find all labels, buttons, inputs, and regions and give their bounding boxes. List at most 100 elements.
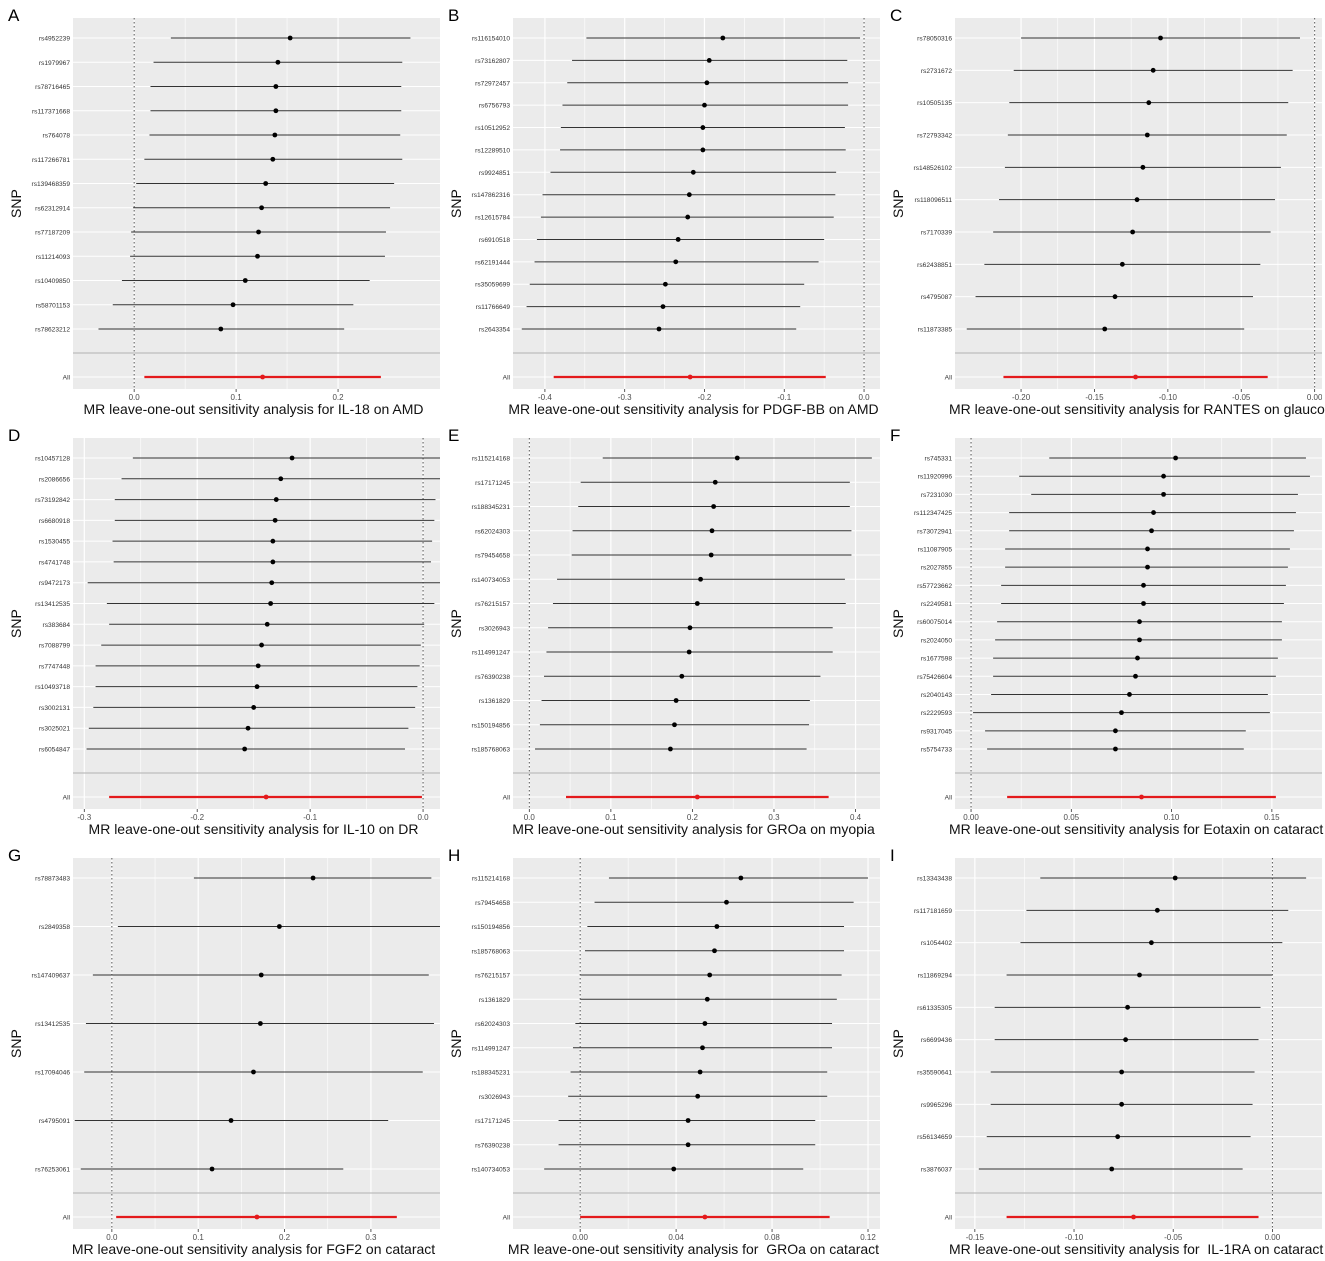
estimate-point <box>259 205 264 211</box>
snp-label: rs11214093 <box>36 254 71 261</box>
overall-label: All <box>503 375 511 382</box>
estimate-point <box>1127 692 1132 697</box>
estimate-point <box>1123 1037 1129 1043</box>
overall-estimate-point <box>1133 374 1138 380</box>
plot-background <box>955 858 1322 1229</box>
x-axis-label: MR leave-one-out sensitivity analysis fo… <box>508 401 879 417</box>
estimate-point <box>738 875 744 881</box>
snp-label: rs2229593 <box>921 710 952 717</box>
estimate-point <box>270 538 276 544</box>
estimate-point <box>263 181 269 186</box>
plot-background <box>73 18 440 389</box>
snp-label: rs78716465 <box>35 84 70 91</box>
snp-label: rs35059699 <box>475 282 510 289</box>
panel-h: H SNP rs115214168 rs79454658 rs150194856 rs18… <box>440 840 880 1260</box>
x-tick-label: 0.12 <box>860 1233 876 1240</box>
snp-label: rs13412535 <box>35 1021 70 1028</box>
snp-label: rs10512952 <box>475 125 510 132</box>
estimate-point <box>1137 972 1142 978</box>
estimate-point <box>255 253 260 259</box>
estimate-point <box>1145 564 1150 570</box>
estimate-point <box>702 1021 708 1026</box>
snp-label: rs11766649 <box>476 304 511 311</box>
estimate-point <box>257 1021 263 1026</box>
snp-label: rs188345231 <box>472 1070 511 1077</box>
panel-letter: F <box>890 426 901 445</box>
snp-label: rs73072941 <box>917 528 952 535</box>
x-tick-label: -0.4 <box>538 393 552 400</box>
x-tick-label: 0.1 <box>605 813 617 820</box>
x-tick-label: -0.15 <box>966 1233 985 1240</box>
snp-label: rs6054847 <box>39 747 70 754</box>
estimate-point <box>310 875 316 881</box>
x-tick-label: -0.2 <box>698 393 712 400</box>
snp-label: rs112347425 <box>914 510 952 517</box>
forest-plot: rs13343438 rs117181659 rs1054402 rs11869294… <box>914 858 1322 1240</box>
estimate-point <box>272 132 278 138</box>
estimate-point <box>1150 67 1156 73</box>
snp-label: rs3026943 <box>479 1094 510 1101</box>
x-tick-label: -0.05 <box>1164 1233 1183 1240</box>
snp-label: rs139468359 <box>32 181 71 188</box>
estimate-point <box>1135 655 1140 661</box>
overall-estimate-point <box>694 794 700 800</box>
x-tick-label: 0.05 <box>1064 813 1080 820</box>
snp-label: rs9924851 <box>479 170 510 177</box>
estimate-point <box>276 924 282 929</box>
snp-label: rs11920996 <box>918 474 953 481</box>
x-tick-label: 0.0 <box>106 1233 118 1240</box>
overall-label: All <box>945 375 953 382</box>
estimate-point <box>700 1045 705 1051</box>
snp-label: rs35590641 <box>917 1070 952 1077</box>
panel-d: D SNP rs10457128 rs2086656 rs73192842 rs66809… <box>0 420 440 840</box>
estimate-point <box>1151 510 1156 515</box>
estimate-point <box>218 326 224 332</box>
snp-label: rs1054402 <box>921 940 952 947</box>
panel-letter: A <box>8 6 20 25</box>
estimate-point <box>1119 710 1124 716</box>
estimate-point <box>711 504 717 509</box>
estimate-point <box>1119 1069 1125 1075</box>
snp-label: rs62438851 <box>917 262 952 269</box>
snp-label: rs5754733 <box>921 747 952 754</box>
snp-label: rs147862316 <box>472 192 511 199</box>
snp-label: rs7747448 <box>39 663 70 670</box>
snp-label: rs9317045 <box>921 728 952 735</box>
estimate-point <box>254 684 260 690</box>
estimate-point <box>1154 907 1160 913</box>
snp-label: rs79454658 <box>475 553 510 560</box>
snp-label: rs185768063 <box>472 948 511 955</box>
snp-label: rs76390238 <box>475 1142 510 1149</box>
estimate-point <box>1137 637 1142 643</box>
x-axis-label: MR leave-one-out sensitivity analysis fo… <box>83 401 424 417</box>
estimate-point <box>1149 528 1154 534</box>
estimate-point <box>679 673 685 679</box>
snp-label: rs13412535 <box>35 601 70 608</box>
forest-plot: rs78050316 rs2731672 rs10505135 rs72793342 r… <box>914 18 1322 400</box>
estimate-point <box>704 996 710 1002</box>
snp-label: rs117181659 <box>914 908 952 915</box>
forest-plot: rs4952239 rs1979967 rs78716465 rs117371668 r… <box>32 18 440 400</box>
panel-letter: C <box>890 6 903 25</box>
snp-label: rs12289510 <box>475 147 510 154</box>
x-tick-label: 0.0 <box>524 813 536 820</box>
forest-plot: rs116154010 rs73162807 rs72972457 rs6756793… <box>472 18 880 400</box>
plot-background <box>73 438 440 809</box>
estimate-point <box>687 625 693 631</box>
x-tick-label: 0.2 <box>279 1233 291 1240</box>
snp-label: rs4741748 <box>39 559 70 566</box>
estimate-point <box>245 725 251 731</box>
snp-label: rs116154010 <box>472 36 510 43</box>
snp-label: rs56134659 <box>917 1134 952 1141</box>
snp-label: rs2643354 <box>479 327 510 334</box>
estimate-point <box>673 698 679 703</box>
overall-label: All <box>945 795 953 802</box>
estimate-point <box>672 722 677 728</box>
overall-estimate-point <box>702 1214 708 1220</box>
x-tick-label: -0.15 <box>1085 393 1104 400</box>
x-tick-label: 0.1 <box>193 1233 205 1240</box>
snp-label: rs2024050 <box>921 637 952 644</box>
x-axis-label: MR leave-one-out sensitivity analysis fo… <box>88 821 419 837</box>
snp-label: rs118096511 <box>914 197 952 204</box>
snp-label: rs60075014 <box>917 619 952 626</box>
